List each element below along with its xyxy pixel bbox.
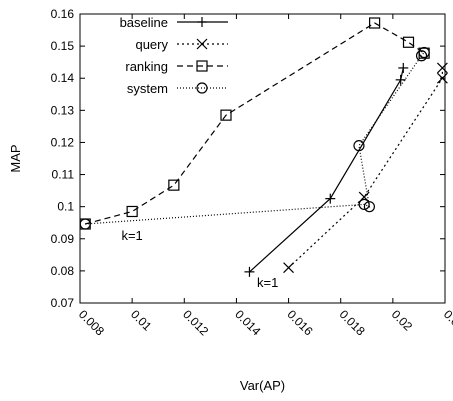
series-ranking bbox=[79, 17, 430, 230]
y-tick-label: 0.11 bbox=[52, 168, 75, 182]
data-point-system bbox=[353, 140, 365, 152]
data-point-ranking bbox=[369, 17, 381, 29]
data-point-ranking bbox=[126, 205, 138, 218]
x-tick-label: 0.018 bbox=[337, 307, 368, 338]
series-line-query bbox=[288, 67, 443, 269]
y-tick-label: 0.14 bbox=[51, 71, 75, 85]
y-tick-label: 0.15 bbox=[51, 39, 75, 53]
data-point-ranking bbox=[220, 109, 232, 121]
legend-marker-query bbox=[196, 38, 208, 50]
y-tick-label: 0.12 bbox=[51, 135, 75, 149]
y-tick-label: 0.09 bbox=[51, 232, 75, 246]
series-line-baseline bbox=[249, 67, 404, 273]
data-point-system bbox=[79, 218, 91, 230]
data-point-system bbox=[358, 198, 370, 211]
x-tick-label: 0.01 bbox=[128, 307, 155, 334]
series-baseline bbox=[244, 62, 409, 277]
series-query bbox=[283, 62, 448, 274]
x-tick-label: 0.016 bbox=[284, 307, 315, 338]
data-point-baseline bbox=[325, 193, 336, 204]
data-point-system bbox=[415, 50, 428, 62]
data-point-query bbox=[436, 72, 448, 84]
x-tick-label: 0.008 bbox=[76, 307, 107, 338]
data-point-ranking bbox=[402, 36, 415, 48]
x-tick-label: 0.02 bbox=[389, 307, 416, 334]
series-layer bbox=[79, 17, 448, 277]
data-point-baseline bbox=[395, 74, 406, 85]
data-point-query bbox=[283, 262, 294, 274]
legend-marker-baseline bbox=[197, 17, 207, 27]
series-line-ranking bbox=[85, 22, 425, 225]
data-point-system bbox=[418, 46, 430, 59]
annotation-label: k=1 bbox=[257, 275, 278, 290]
annotation-label: k=1 bbox=[121, 228, 142, 243]
legend-marker-ranking bbox=[196, 60, 208, 72]
y-tick-label: 0.1 bbox=[57, 200, 74, 214]
legend-label-ranking: ranking bbox=[125, 59, 168, 74]
y-axis-title: MAP bbox=[8, 144, 23, 172]
legend-marker-system bbox=[196, 82, 208, 94]
x-tick-label: 0.022 bbox=[441, 307, 453, 338]
data-point-baseline bbox=[398, 62, 409, 73]
x-tick-label: 0.014 bbox=[232, 307, 263, 338]
y-tick-label: 0.08 bbox=[51, 264, 75, 278]
plot-frame bbox=[79, 13, 446, 304]
data-point-ranking bbox=[168, 179, 180, 191]
series-line-system bbox=[85, 52, 425, 225]
legend-label-system: system bbox=[127, 81, 168, 96]
x-axis-title: Var(AP) bbox=[240, 378, 285, 393]
y-tick-label: 0.16 bbox=[51, 7, 75, 21]
legend-label-baseline: baseline bbox=[120, 15, 168, 30]
data-point-baseline bbox=[244, 266, 255, 277]
series-system bbox=[79, 46, 430, 230]
legend-label-query: query bbox=[135, 37, 168, 52]
axes-layer: 0.07 0.08 0.09 0.1 0.11 0.12 0.13 0.14 0.15 0.16 0… bbox=[51, 7, 453, 339]
y-tick-label: 0.07 bbox=[51, 296, 75, 310]
legend: baseline query ranking system bbox=[120, 15, 228, 96]
y-tick-label: 0.13 bbox=[51, 103, 75, 117]
data-point-system bbox=[363, 201, 375, 213]
data-point-query bbox=[436, 62, 448, 74]
labels-layer: Var(AP) MAP k=1 k=1 bbox=[8, 144, 285, 393]
x-tick-label: 0.012 bbox=[180, 307, 211, 338]
